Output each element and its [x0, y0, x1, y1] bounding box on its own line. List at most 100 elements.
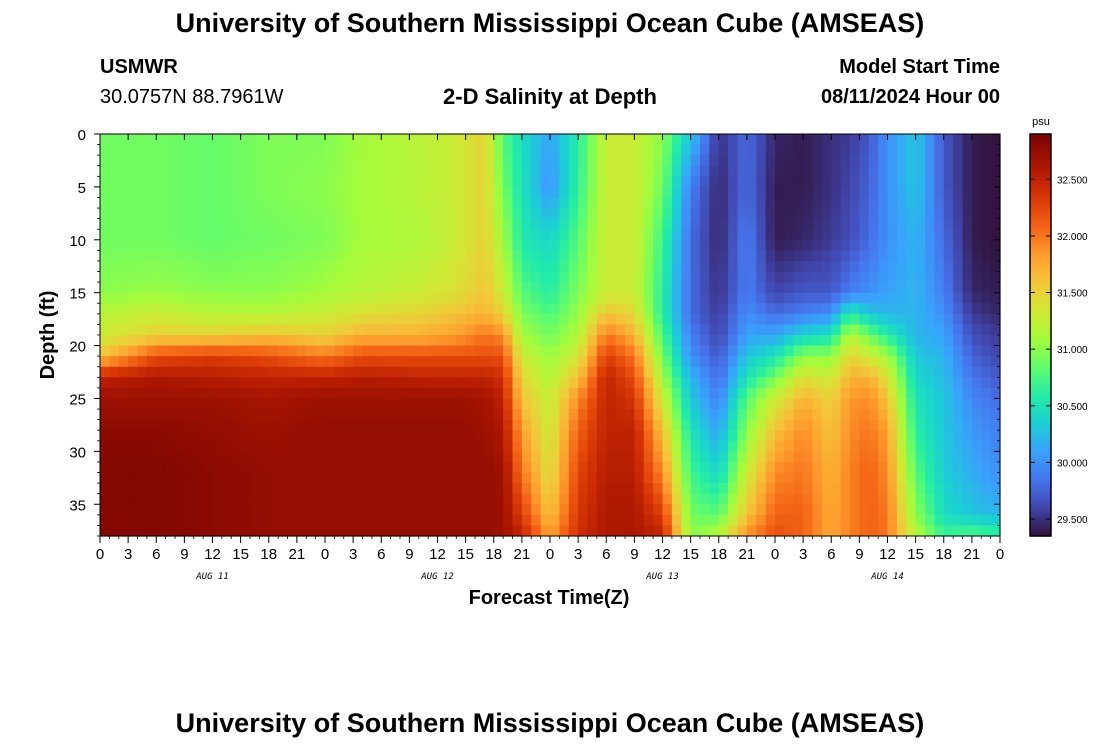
heatmap-cell	[343, 197, 354, 209]
heatmap-cell	[793, 134, 804, 146]
heatmap-cell	[381, 155, 392, 167]
heatmap-cell	[118, 366, 129, 378]
heatmap-cell	[409, 472, 420, 484]
heatmap-cell	[250, 165, 260, 177]
heatmap-cell	[850, 483, 860, 495]
heatmap-cell	[371, 155, 382, 167]
heatmap-cell	[606, 377, 617, 389]
heatmap-cell	[362, 345, 373, 357]
heatmap-cell	[615, 345, 626, 357]
heatmap-cell	[662, 504, 673, 516]
heatmap-cell	[887, 483, 898, 495]
heatmap-cell	[859, 377, 870, 389]
heatmap-cell	[100, 335, 110, 347]
heatmap-cell	[287, 409, 298, 421]
heatmap-cell	[831, 483, 842, 495]
heatmap-cell	[700, 144, 710, 156]
heatmap-cell	[700, 356, 710, 368]
heatmap-cell	[437, 250, 448, 262]
heatmap-cell	[100, 472, 110, 484]
heatmap-cell	[353, 440, 364, 452]
heatmap-cell	[409, 186, 420, 199]
heatmap-cell	[456, 239, 467, 251]
heatmap-cell	[643, 483, 654, 495]
heatmap-cell	[362, 239, 373, 251]
heatmap-cell	[568, 208, 579, 220]
heatmap-cell	[353, 525, 364, 537]
heatmap-cell	[521, 186, 532, 199]
colorbar-segment	[1030, 345, 1051, 349]
heatmap-cell	[128, 493, 139, 505]
heatmap-cell	[306, 324, 317, 336]
heatmap-cell	[156, 250, 167, 262]
heatmap-cell	[156, 260, 167, 273]
heatmap-cell	[475, 409, 485, 421]
heatmap-cell	[109, 271, 120, 283]
heatmap-cell	[175, 430, 185, 442]
x-tick-label: 6	[152, 546, 160, 563]
heatmap-cell	[990, 218, 1001, 230]
heatmap-cell	[606, 176, 617, 188]
heatmap-cell	[456, 165, 467, 177]
heatmap-cell	[906, 165, 917, 177]
heatmap-cell	[175, 208, 185, 220]
heatmap-cell	[765, 165, 776, 177]
heatmap-cell	[831, 282, 842, 294]
heatmap-cell	[503, 419, 514, 431]
heatmap-cell	[343, 271, 354, 283]
heatmap-cell	[990, 155, 1001, 167]
heatmap-cell	[643, 345, 654, 357]
heatmap-cell	[859, 409, 870, 421]
heatmap-cell	[690, 208, 701, 220]
heatmap-cell	[737, 282, 748, 294]
heatmap-cell	[859, 493, 870, 505]
heatmap-cell	[746, 377, 757, 389]
heatmap-cell	[212, 377, 223, 389]
heatmap-cell	[531, 239, 542, 251]
heatmap-cell	[221, 197, 232, 209]
heatmap-cell	[634, 313, 645, 326]
heatmap-cell	[568, 472, 579, 484]
colorbar-segment	[1030, 294, 1051, 299]
heatmap-cell	[643, 260, 654, 273]
heatmap-cell	[456, 208, 467, 220]
heatmap-cell	[878, 250, 889, 262]
heatmap-cell	[596, 313, 607, 326]
heatmap-cell	[821, 165, 832, 177]
heatmap-cell	[596, 260, 607, 273]
heatmap-cell	[615, 165, 626, 177]
heatmap-cell	[737, 419, 748, 431]
heatmap-cell	[746, 430, 757, 442]
heatmap-cell	[971, 176, 982, 188]
heatmap-cell	[868, 419, 879, 431]
heatmap-cell	[840, 366, 851, 378]
heatmap-cell	[793, 313, 804, 326]
heatmap-cell	[943, 324, 954, 336]
heatmap-cell	[390, 483, 401, 495]
heatmap-cell	[709, 514, 720, 527]
heatmap-cell	[850, 419, 860, 431]
heatmap-cell	[934, 451, 945, 463]
heatmap-cell	[990, 430, 1001, 442]
heatmap-cell	[184, 451, 195, 463]
colorbar-tick-label: 29.500	[1057, 515, 1088, 526]
heatmap-cell	[278, 229, 289, 241]
heatmap-cell	[803, 335, 814, 347]
heatmap-cell	[615, 208, 626, 220]
heatmap-cell	[671, 525, 682, 537]
heatmap-cell	[418, 260, 429, 273]
heatmap-cell	[606, 144, 617, 156]
heatmap-cell	[643, 366, 654, 378]
heatmap-cell	[953, 271, 964, 283]
heatmap-cell	[240, 239, 251, 251]
heatmap-cell	[353, 186, 364, 199]
heatmap-cell	[784, 525, 795, 537]
heatmap-cell	[128, 440, 139, 452]
heatmap-cell	[578, 324, 589, 336]
heatmap-cell	[859, 229, 870, 241]
heatmap-cell	[100, 345, 110, 357]
heatmap-cell	[775, 387, 785, 400]
heatmap-cell	[268, 504, 279, 516]
heatmap-cell	[643, 493, 654, 505]
heatmap-cell	[681, 165, 692, 177]
